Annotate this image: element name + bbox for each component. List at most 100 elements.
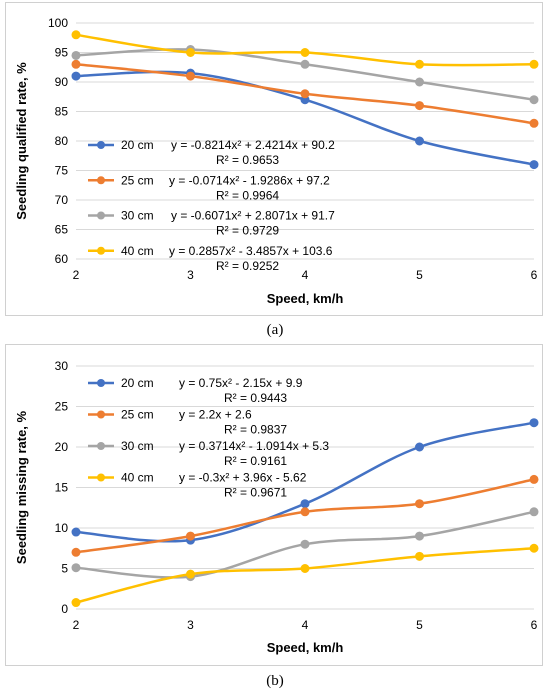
legend-swatch-marker bbox=[97, 410, 105, 419]
x-tick-label: 5 bbox=[416, 618, 423, 632]
data-point bbox=[186, 569, 195, 579]
y-tick-label: 15 bbox=[55, 481, 69, 495]
data-point bbox=[415, 499, 424, 509]
trendline-r2: R² = 0.9837 bbox=[224, 423, 287, 437]
legend-swatch-marker bbox=[97, 246, 105, 255]
data-point bbox=[71, 50, 81, 60]
trendline-r2: R² = 0.9653 bbox=[216, 153, 279, 167]
data-point bbox=[415, 551, 424, 561]
x-tick-label: 6 bbox=[531, 268, 538, 282]
data-point bbox=[415, 136, 424, 146]
data-point bbox=[71, 59, 81, 69]
trendline-equation: y = -0.8214x² + 2.4214x + 90.2 bbox=[171, 138, 335, 152]
legend-label: 20 cm bbox=[121, 376, 154, 390]
trendline-equation: y = 0.2857x² - 3.4857x + 103.6 bbox=[169, 244, 333, 258]
caption-a: (a) bbox=[266, 322, 284, 338]
data-point bbox=[300, 507, 310, 517]
data-point bbox=[529, 95, 539, 105]
data-point bbox=[71, 563, 81, 573]
data-point bbox=[529, 474, 539, 484]
y-tick-label: 20 bbox=[55, 440, 69, 454]
y-tick-label: 80 bbox=[55, 134, 69, 148]
data-point bbox=[529, 418, 539, 428]
x-tick-label: 3 bbox=[187, 618, 194, 632]
legend-label: 20 cm bbox=[121, 138, 154, 152]
data-point bbox=[529, 543, 539, 553]
x-axis-title: Speed, km/h bbox=[267, 640, 344, 655]
y-tick-label: 10 bbox=[55, 521, 69, 535]
data-point bbox=[186, 531, 195, 541]
y-tick-label: 25 bbox=[55, 400, 69, 414]
legend-swatch-marker bbox=[97, 473, 105, 482]
legend-swatch-marker bbox=[97, 379, 105, 387]
x-tick-label: 5 bbox=[416, 268, 423, 282]
trendline-r2: R² = 0.9443 bbox=[224, 391, 287, 405]
trendline-equation: y = 0.3714x² - 1.0914x + 5.3 bbox=[179, 439, 329, 453]
trendline-equation: y = 0.75x² - 2.15x + 9.9 bbox=[179, 376, 303, 390]
x-tick-label: 4 bbox=[302, 268, 309, 282]
y-tick-label: 65 bbox=[55, 223, 69, 237]
x-axis-title: Speed, km/h bbox=[267, 291, 344, 306]
legend-label: 30 cm bbox=[121, 439, 154, 453]
y-tick-label: 90 bbox=[55, 75, 69, 89]
y-axis-title: Seedling missing rate, % bbox=[14, 410, 29, 564]
data-point bbox=[300, 499, 310, 509]
legend-label: 25 cm bbox=[121, 408, 154, 422]
y-tick-label: 95 bbox=[55, 46, 69, 60]
chart-b: 0 5 10 15 20 25 30 2 3 4 5 6 Speed, km/h Seedling mis… bbox=[14, 359, 539, 655]
legend-label: 30 cm bbox=[121, 209, 154, 223]
chart-a: 60 65 70 75 80 85 90 95 100 2 3 4 5 6 Speed, km/h Seedl… bbox=[14, 16, 539, 306]
chart-panel-a: 60 65 70 75 80 85 90 95 100 2 3 4 5 6 Speed, km/h Seedl… bbox=[5, 2, 543, 316]
legend-swatch-marker bbox=[97, 141, 105, 149]
data-point bbox=[415, 101, 424, 111]
trendline-r2: R² = 0.9161 bbox=[224, 454, 287, 468]
data-point bbox=[300, 59, 310, 69]
trendline-r2: R² = 0.9671 bbox=[224, 486, 287, 500]
trendline-equation: y = -0.3x² + 3.96x - 5.62 bbox=[179, 471, 307, 485]
legend-swatch-marker bbox=[97, 176, 105, 185]
x-tick-label: 4 bbox=[302, 618, 309, 632]
data-point bbox=[300, 48, 310, 57]
caption-b: (b) bbox=[266, 673, 284, 689]
data-point bbox=[415, 77, 424, 87]
x-tick-label: 6 bbox=[531, 618, 538, 632]
data-point bbox=[300, 539, 310, 549]
trendline-r2: R² = 0.9964 bbox=[216, 188, 279, 202]
y-tick-label: 0 bbox=[61, 602, 68, 616]
data-point bbox=[71, 598, 81, 608]
x-tick-label: 2 bbox=[73, 618, 80, 632]
trendline-equation: y = -0.0714x² - 1.9286x + 97.2 bbox=[169, 173, 330, 187]
x-tick-label: 2 bbox=[73, 268, 80, 282]
y-tick-label: 70 bbox=[55, 193, 69, 207]
data-point bbox=[71, 547, 81, 557]
data-point bbox=[529, 118, 539, 128]
legend-label: 40 cm bbox=[121, 471, 154, 485]
y-tick-label: 75 bbox=[55, 164, 69, 178]
legend-label: 40 cm bbox=[121, 244, 154, 258]
data-point bbox=[186, 48, 195, 57]
y-tick-label: 85 bbox=[55, 105, 69, 119]
y-axis-title: Seedling qualified rate, % bbox=[14, 62, 29, 220]
data-point bbox=[415, 442, 424, 452]
data-point bbox=[71, 527, 81, 537]
data-point bbox=[415, 531, 424, 541]
trendline-r2: R² = 0.9729 bbox=[216, 224, 279, 238]
trendline-r2: R² = 0.9252 bbox=[216, 259, 279, 273]
data-point bbox=[300, 89, 310, 99]
legend-swatch-marker bbox=[97, 442, 105, 450]
data-point bbox=[71, 71, 81, 81]
data-point bbox=[529, 160, 539, 170]
legend-label: 25 cm bbox=[121, 173, 154, 187]
y-tick-label: 60 bbox=[55, 252, 69, 266]
x-tick-label: 3 bbox=[187, 268, 194, 282]
trendline-equation: y = 2.2x + 2.6 bbox=[179, 408, 252, 422]
chart-panel-b: 0 5 10 15 20 25 30 2 3 4 5 6 Speed, km/h Seedling mis… bbox=[5, 344, 543, 666]
legend-swatch-marker bbox=[97, 211, 105, 220]
data-point bbox=[71, 30, 81, 40]
data-point bbox=[415, 59, 424, 69]
trendline-equation: y = -0.6071x² + 2.8071x + 91.7 bbox=[171, 209, 335, 223]
data-point bbox=[529, 507, 539, 517]
data-point bbox=[300, 564, 310, 573]
y-tick-label: 5 bbox=[61, 562, 68, 576]
y-tick-label: 100 bbox=[48, 16, 68, 30]
